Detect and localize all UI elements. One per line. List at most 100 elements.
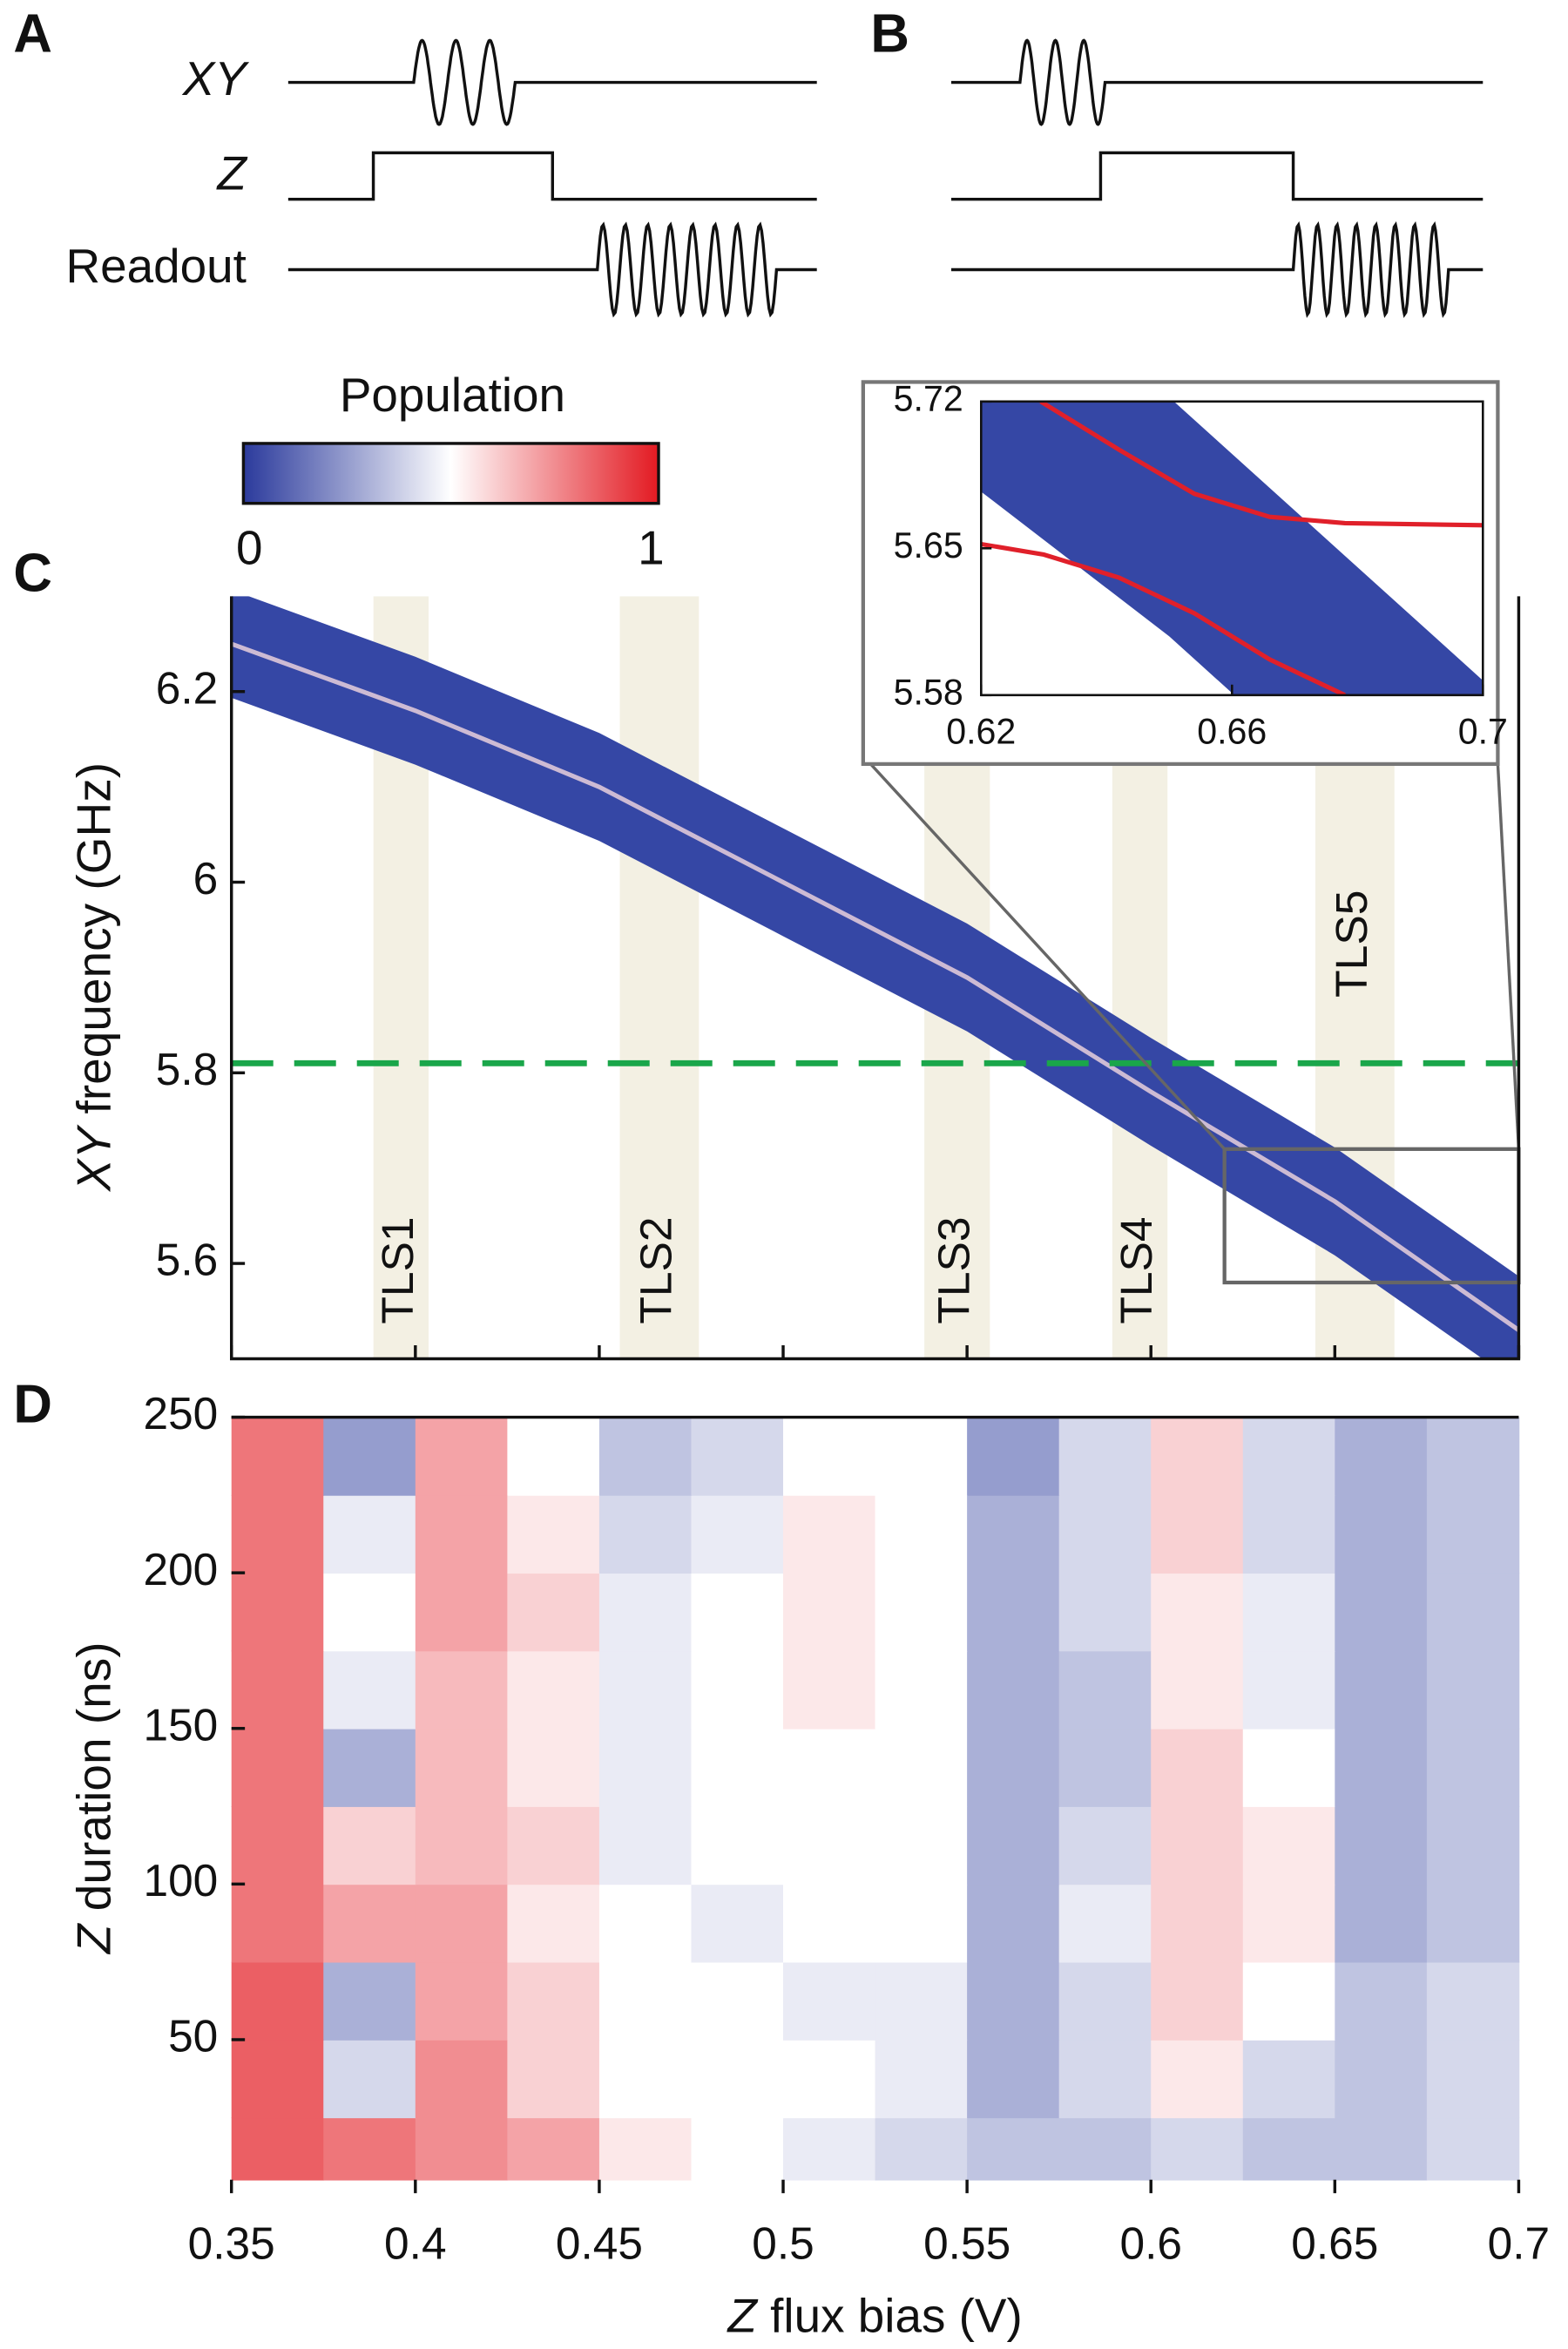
heatmap-cell bbox=[1151, 1961, 1244, 2041]
x-axis-label: Z flux bias (V) bbox=[726, 2288, 1022, 2342]
heatmap-cell bbox=[415, 1494, 509, 1574]
x-tick-label: 0.45 bbox=[556, 2218, 643, 2269]
x-tick-label: 0.62 bbox=[946, 711, 1016, 751]
heatmap-cell bbox=[783, 1573, 876, 1652]
y-tick-label: 6.2 bbox=[156, 662, 218, 713]
heatmap-cell bbox=[783, 1650, 876, 1730]
heatmap-cell bbox=[1242, 1961, 1336, 2041]
pulse-trace bbox=[951, 38, 1484, 126]
heatmap-cell bbox=[1151, 1728, 1244, 1807]
heatmap-cell bbox=[598, 1573, 693, 1652]
heatmap-cell bbox=[1426, 1573, 1520, 1652]
tls-label: TLS5 bbox=[1326, 890, 1376, 998]
heatmap-cell bbox=[415, 1573, 509, 1652]
heatmap-cell bbox=[1242, 1417, 1336, 1496]
pulse-trace bbox=[951, 220, 1484, 318]
colorbar-tick-label: 1 bbox=[638, 520, 665, 574]
y-axis-label: Z duration (ns) bbox=[66, 1642, 120, 1955]
heatmap-cell bbox=[507, 1494, 600, 1574]
heatmap-cell bbox=[323, 1650, 416, 1730]
heatmap-cell bbox=[1426, 1961, 1520, 2041]
heatmap-cell bbox=[507, 1806, 600, 1885]
heatmap-cell bbox=[415, 1650, 509, 1730]
heatmap-cell bbox=[1151, 1650, 1244, 1730]
inset-band bbox=[981, 401, 1484, 695]
heatmap-cell bbox=[415, 1417, 509, 1496]
inset-plot bbox=[981, 401, 1484, 695]
panel-label: A bbox=[13, 3, 52, 64]
heatmap-cell bbox=[598, 1417, 693, 1496]
y-tick-label: 250 bbox=[143, 1388, 218, 1439]
channel-label: Readout bbox=[66, 239, 247, 293]
heatmap-cell bbox=[967, 1650, 1060, 1730]
heatmap-cell bbox=[323, 1806, 416, 1885]
heatmap-cell bbox=[323, 1417, 416, 1496]
axis-label-var: Z bbox=[726, 2288, 759, 2342]
y-tick-label: 100 bbox=[143, 1855, 218, 1906]
x-tick-label: 0.35 bbox=[188, 2218, 275, 2269]
tls-label: TLS3 bbox=[928, 1216, 978, 1323]
heatmap-cell bbox=[875, 1884, 968, 1963]
heatmap-cell bbox=[1426, 1728, 1520, 1807]
heatmap-cell bbox=[1151, 1494, 1244, 1574]
panel-label: D bbox=[13, 1374, 52, 1434]
heatmap-cell bbox=[323, 1884, 416, 1963]
axis-label-var: Z bbox=[66, 1922, 120, 1955]
colorbar-title: Population bbox=[340, 368, 565, 422]
heatmap-cell bbox=[875, 1961, 968, 2041]
x-tick-label: 0.6 bbox=[1119, 2218, 1181, 2269]
heatmap-cell bbox=[231, 1494, 325, 1574]
heatmap-cell bbox=[1335, 1884, 1428, 1963]
heatmap-cell bbox=[1151, 1417, 1244, 1496]
heatmap-cell bbox=[875, 1728, 968, 1807]
heatmap-cell bbox=[875, 2039, 968, 2119]
heatmap-cell bbox=[507, 1650, 600, 1730]
heatmap-cell bbox=[598, 1806, 693, 1885]
heatmap-cell bbox=[1426, 1417, 1520, 1496]
heatmap-cell bbox=[231, 1884, 325, 1963]
axis-label-text: frequency (GHz) bbox=[66, 762, 120, 1114]
heatmap-cell bbox=[783, 1884, 876, 1963]
axis-label-var: XY bbox=[66, 1124, 120, 1193]
heatmap-cell bbox=[598, 2117, 693, 2181]
heatmap-cell bbox=[783, 1961, 876, 2041]
heatmap-cell bbox=[1335, 1650, 1428, 1730]
heatmap-cell bbox=[231, 2117, 325, 2181]
heatmap-cell bbox=[1058, 1806, 1152, 1885]
heatmap-cell bbox=[507, 2039, 600, 2119]
heatmap-cell bbox=[1242, 1650, 1336, 1730]
heatmap-cell bbox=[783, 1806, 876, 1885]
colorbar bbox=[241, 442, 660, 505]
heatmap-cell bbox=[323, 1573, 416, 1652]
zoom-connector bbox=[1496, 763, 1521, 1149]
heatmap-cell bbox=[783, 2117, 876, 2181]
y-tick-label: 6 bbox=[193, 853, 219, 904]
heatmap-cell bbox=[875, 1650, 968, 1730]
pulse-trace bbox=[951, 151, 1484, 201]
pulse-trace bbox=[287, 221, 817, 318]
y-tick-label: 5.6 bbox=[156, 1235, 218, 1285]
heatmap-cell bbox=[1335, 1806, 1428, 1885]
heatmap-cell bbox=[598, 1494, 693, 1574]
heatmap-cell bbox=[1426, 1650, 1520, 1730]
heatmap-cell bbox=[1242, 2039, 1336, 2119]
heatmap-cell bbox=[598, 1650, 693, 1730]
heatmap-cell bbox=[691, 1961, 784, 2041]
heatmap-cell bbox=[1335, 1728, 1428, 1807]
heatmap-cell bbox=[1426, 1494, 1520, 1574]
x-tick-label: 0.4 bbox=[384, 2218, 446, 2269]
channel-label: Z bbox=[215, 146, 248, 200]
tls-span bbox=[619, 596, 700, 1359]
heatmap-cell bbox=[231, 1650, 325, 1730]
heatmap-cell bbox=[507, 1961, 600, 2041]
heatmap-cell bbox=[231, 2039, 325, 2119]
x-tick-label: 0.7 bbox=[1488, 2218, 1550, 2269]
heatmap-cell bbox=[415, 1806, 509, 1885]
heatmap-cell bbox=[1335, 1417, 1428, 1496]
y-tick-label: 5.65 bbox=[894, 525, 963, 565]
heatmap-cell bbox=[1151, 2117, 1244, 2181]
panel-label: B bbox=[870, 3, 909, 64]
y-tick-label: 150 bbox=[143, 1699, 218, 1750]
